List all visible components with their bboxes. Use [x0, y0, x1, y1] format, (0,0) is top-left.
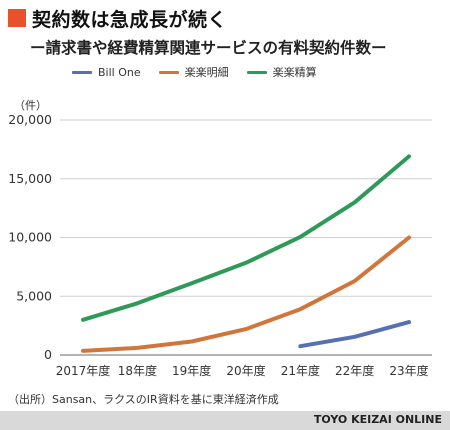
legend-swatch-rakuraku-seisan: [246, 70, 267, 74]
legend-swatch-rakuraku-meisai: [158, 70, 179, 74]
legend-label-rakuraku-meisai: 楽楽明細: [184, 66, 229, 79]
x-tick-label: 2017年度: [56, 363, 111, 378]
x-tick-label: 18年度: [118, 363, 157, 378]
legend-item-rakuraku-seisan: 楽楽精算: [246, 64, 317, 80]
x-tick-label: 20年度: [226, 363, 265, 378]
legend: Bill One 楽楽明細 楽楽精算: [72, 64, 335, 80]
legend-swatch-bill-one: [72, 70, 92, 74]
y-axis-unit-label: （件）: [14, 99, 47, 112]
x-tick-label: 21年度: [281, 363, 320, 378]
x-tick-label: 19年度: [172, 363, 211, 378]
legend-label-bill-one: Bill One: [98, 65, 141, 79]
series-line-1: [81, 235, 411, 353]
x-tick-label: 22年度: [335, 363, 374, 378]
y-tick-label: 5,000: [16, 288, 52, 303]
title-accent-square: [8, 9, 26, 27]
chart-title: 契約数は急成長が続く: [32, 8, 228, 31]
brand-footer: TOYO KEIZAI ONLINE: [313, 413, 442, 426]
legend-item-bill-one: Bill One: [72, 66, 141, 79]
x-tick-label: 23年度: [389, 363, 428, 378]
legend-item-rakuraku-meisai: 楽楽明細: [158, 64, 229, 80]
y-tick-label: 0: [44, 347, 52, 362]
y-tick-label: 20,000: [8, 112, 52, 127]
legend-label-rakuraku-seisan: 楽楽精算: [272, 66, 317, 79]
series-line-2: [81, 154, 411, 322]
title-row: 契約数は急成長が続く: [8, 6, 228, 31]
y-tick-label: 15,000: [8, 171, 52, 186]
source-note: （出所）Sansan、ラクスのIR資料を基に東洋経済作成: [8, 393, 279, 406]
footer-bar: TOYO KEIZAI ONLINE: [0, 411, 450, 430]
chart-subtitle: ー請求書や経費精算関連サービスの有料契約件数ー: [30, 39, 387, 57]
series-line-0: [298, 320, 411, 349]
y-tick-label: 10,000: [8, 230, 52, 245]
